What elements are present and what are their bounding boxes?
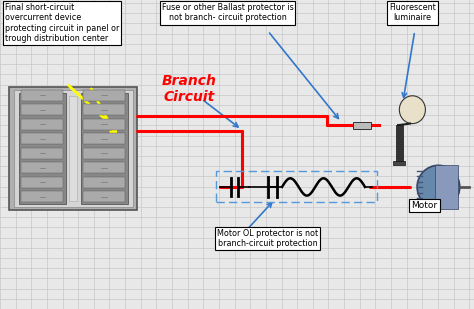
Bar (14, 90, 133, 207)
Text: Final short-circuit
overcurrent device
protecting circuit in panel or
trough dis: Final short-circuit overcurrent device p… (5, 3, 119, 43)
Bar (21, 148, 63, 159)
Bar (21, 133, 63, 144)
Bar (393, 161, 405, 165)
Bar (83, 177, 125, 188)
Bar (435, 165, 458, 209)
Bar (81, 93, 128, 204)
Ellipse shape (417, 165, 460, 209)
Bar (353, 122, 371, 129)
Bar (83, 90, 125, 101)
Text: Motor OL protector is not
branch-circuit protection: Motor OL protector is not branch-circuit… (217, 229, 319, 248)
Ellipse shape (399, 96, 426, 124)
Bar (21, 104, 63, 115)
Bar (83, 119, 125, 130)
Bar (19, 93, 66, 204)
Bar (21, 191, 63, 202)
Bar (9, 87, 137, 210)
Text: Branch
Circuit: Branch Circuit (162, 74, 217, 104)
Bar (83, 104, 125, 115)
Bar (83, 191, 125, 202)
Bar (21, 162, 63, 173)
Bar (21, 90, 63, 101)
Text: Fluorescent
luminaire: Fluorescent luminaire (389, 3, 436, 23)
Text: Fuse or other Ballast protector is
not branch- circuit protection: Fuse or other Ballast protector is not b… (162, 3, 293, 23)
Text: Motor: Motor (411, 201, 438, 210)
Bar (83, 133, 125, 144)
Bar (83, 162, 125, 173)
Bar (83, 148, 125, 159)
Bar (69, 96, 77, 201)
Bar (21, 119, 63, 130)
Bar (21, 177, 63, 188)
Bar (396, 125, 403, 162)
